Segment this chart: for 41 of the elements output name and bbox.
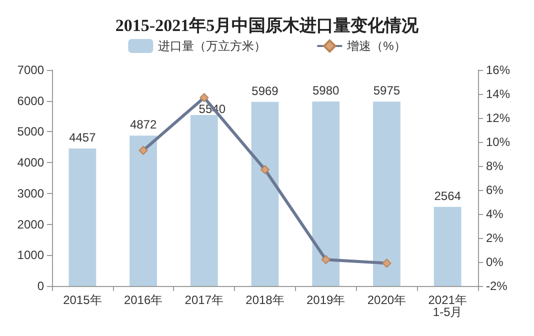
data-label: 4872 xyxy=(130,118,157,132)
data-label: 5975 xyxy=(373,84,400,98)
legend-label: 进口量（万立方米） xyxy=(158,39,266,53)
bar xyxy=(68,148,96,286)
x-tick-label: 2019年 xyxy=(306,293,346,307)
y2-tick-label: 16% xyxy=(486,63,510,77)
bar xyxy=(190,115,218,286)
x-tick-label: 2020年 xyxy=(367,293,406,307)
bar xyxy=(130,136,157,286)
y-tick-label: 5000 xyxy=(17,124,44,139)
x-tick-label: 2015年 xyxy=(63,293,102,307)
y-tick-label: 6000 xyxy=(17,94,44,108)
x-tick-label: 2018年 xyxy=(246,293,284,307)
y2-tick-label: 12% xyxy=(486,111,510,125)
legend-label: 增速（%） xyxy=(346,39,406,53)
y2-tick-label: 6% xyxy=(486,183,504,197)
y2-tick-label: 8% xyxy=(486,159,504,173)
x-tick-label: 2021年 1-5月 xyxy=(428,293,467,319)
data-label: 2564 xyxy=(434,188,462,203)
y2-tick-label: 0% xyxy=(486,255,504,269)
bar xyxy=(312,101,340,286)
y2-tick-label: 2% xyxy=(486,231,504,245)
y2-tick-label: -2% xyxy=(486,279,508,293)
bar xyxy=(251,102,279,286)
y-tick-label: 4000 xyxy=(17,156,44,170)
bar xyxy=(373,102,400,286)
y2-tick-label: 4% xyxy=(486,207,504,221)
x-tick-label: 2016年 xyxy=(124,293,163,307)
y-tick-label: 7000 xyxy=(17,63,44,77)
y2-tick-label: 14% xyxy=(486,87,510,101)
y-tick-label: 2000 xyxy=(17,217,44,232)
data-label: 4457 xyxy=(69,130,96,144)
y-tick-label: 1000 xyxy=(17,248,44,262)
y-tick-label: 3000 xyxy=(17,186,44,200)
data-label: 5969 xyxy=(252,84,279,98)
y-tick-label: 0 xyxy=(37,279,44,293)
chart-title: 2015-2021年5月中国原木进口量变化情况 xyxy=(115,16,420,35)
y2-tick-label: 10% xyxy=(486,135,510,149)
bar xyxy=(434,206,462,286)
data-label: 5980 xyxy=(312,83,340,98)
x-tick-label: 2017年 xyxy=(184,293,224,307)
